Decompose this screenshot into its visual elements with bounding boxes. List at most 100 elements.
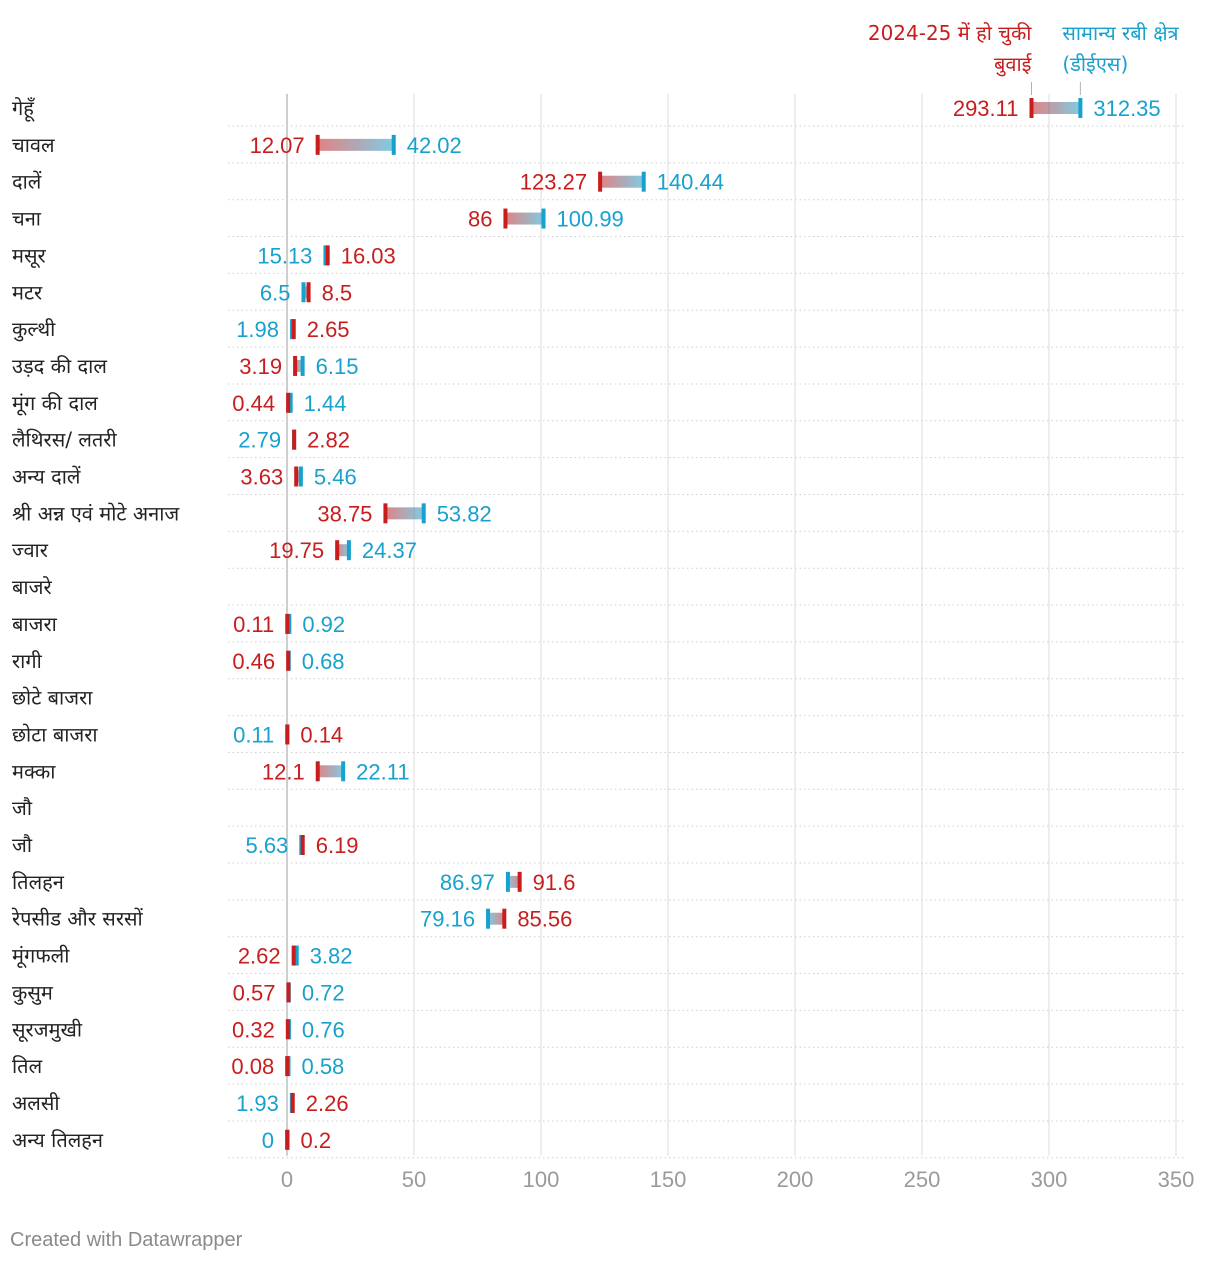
sown-value-label: 293.11: [953, 96, 1019, 121]
sown-value-label: 0.2: [301, 1128, 332, 1153]
data-row: तिलहन 86.97 91.6: [12, 870, 1186, 901]
normal-value-label: 53.82: [437, 501, 492, 526]
row-label: छोटा बाजरा: [12, 722, 98, 746]
sown-marker: [315, 134, 320, 155]
normal-value-label: 0.68: [302, 649, 345, 674]
x-tick-label: 150: [650, 1167, 687, 1192]
legend-sown-text: 2024-25 में हो चुकी: [868, 21, 1032, 46]
normal-value-label: 5.63: [245, 833, 288, 858]
row-label: ज्वार: [12, 538, 49, 562]
sown-value-label: 0.14: [300, 722, 343, 747]
sown-value-label: 0.08: [231, 1054, 274, 1079]
range-bar: [303, 286, 309, 299]
normal-value-label: 0.58: [301, 1054, 344, 1079]
normal-marker: [301, 282, 306, 303]
data-row: कुल्थी 1.98 2.65: [12, 317, 1186, 348]
sown-marker: [315, 761, 320, 782]
normal-value-label: 0.72: [302, 980, 345, 1005]
gridlines: [286, 94, 1177, 1156]
row-label: जौ: [12, 796, 33, 820]
row-label: उड़द की दाल: [12, 354, 107, 378]
row-label: जौ: [12, 833, 33, 857]
data-row: मसूर 15.13 16.03: [12, 243, 1186, 274]
range-bar: [488, 912, 505, 925]
normal-value-label: 100.99: [557, 207, 624, 232]
range-bar: [295, 359, 303, 372]
normal-value-label: 0.76: [302, 1017, 345, 1042]
normal-marker: [1078, 98, 1083, 118]
normal-value-label: 140.44: [657, 170, 724, 195]
normal-value-label: 1.98: [236, 317, 279, 342]
sown-value-label: 3.19: [239, 354, 282, 379]
row-label: कुसुम: [12, 980, 54, 1005]
normal-marker: [287, 613, 292, 634]
row-label: रागी: [12, 649, 43, 673]
data-row: मूंग की दाल 0.44 1.44: [12, 391, 1186, 422]
row-label: छोटे बाजरा: [12, 686, 93, 710]
row-label: अन्य दालें: [12, 465, 81, 489]
row-label: अन्य तिलहन: [12, 1128, 104, 1152]
normal-value-label: 6.15: [316, 354, 359, 379]
legend-normal-text: सामान्य रबी क्षेत्र: [1062, 21, 1179, 45]
x-axis-ticks: 0 50 100 150 200 250 300 350: [281, 1167, 1194, 1192]
x-tick-label: 350: [1158, 1167, 1195, 1192]
data-row: चना 86 100.99: [12, 207, 1186, 238]
legend: 2024-25 में हो चुकी बुवाई सामान्य रबी क्षे…: [868, 21, 1180, 95]
sown-marker: [517, 871, 522, 892]
sown-marker: [383, 503, 388, 524]
data-row: जौ 5.63 6.19: [12, 833, 1186, 864]
row-label: चना: [12, 207, 42, 231]
range-bar: [1031, 102, 1081, 114]
normal-value-label: 6.5: [260, 280, 291, 305]
row-label: तिलहन: [12, 870, 65, 894]
sown-marker: [503, 208, 508, 229]
data-row: बाजरा 0.11 0.92: [12, 612, 1186, 643]
sown-marker: [285, 1056, 290, 1077]
normal-value-label: 22.11: [356, 759, 409, 784]
sown-value-label: 0.44: [232, 391, 275, 416]
row-label: दालें: [12, 170, 42, 194]
data-row: बाजरे: [12, 575, 1186, 606]
sown-marker: [291, 945, 296, 966]
sown-marker: [285, 1129, 290, 1150]
normal-value-label: 42.02: [407, 133, 462, 158]
row-label: मूंग की दाल: [12, 391, 98, 416]
normal-marker: [421, 503, 426, 524]
row-label: अलसी: [12, 1091, 60, 1115]
normal-marker: [288, 392, 293, 413]
data-row: ज्वार 19.75 24.37: [12, 538, 1186, 569]
normal-marker: [294, 945, 299, 966]
range-bar: [337, 544, 349, 557]
row-label: तिल: [12, 1054, 43, 1078]
sown-value-label: 91.6: [533, 870, 576, 895]
data-row: रेपसीड और सरसों 79.16 85.56: [11, 907, 1186, 938]
data-row: अन्य तिलहन 0 0.2: [12, 1128, 1186, 1159]
sown-marker: [286, 650, 291, 671]
normal-value-label: 5.46: [314, 465, 357, 490]
data-row: लैथिरस/ लतरी 2.79 2.82: [12, 428, 1186, 459]
normal-marker: [298, 466, 303, 487]
sown-marker: [292, 429, 297, 450]
row-label: श्री अन्न एवं मोटे अनाज: [12, 501, 180, 525]
sown-value-label: 3.63: [240, 465, 283, 490]
range-bar: [600, 175, 644, 188]
normal-value-label: 24.37: [362, 538, 417, 563]
normal-value-label: 0.11: [233, 722, 274, 747]
normal-marker: [641, 171, 646, 192]
sown-value-label: 0.11: [233, 612, 274, 637]
data-row: अलसी 1.93 2.26: [12, 1091, 1186, 1122]
x-tick-label: 250: [904, 1167, 941, 1192]
row-label: गेहूँ: [12, 96, 35, 122]
plot-rows: गेहूँ 293.11 312.35 चावल 12.07 42.02 दालें 123.…: [11, 96, 1186, 1159]
sown-value-label: 2.82: [307, 428, 350, 453]
row-label: चावल: [12, 133, 55, 157]
range-bar: [317, 138, 394, 151]
sown-marker: [598, 171, 603, 192]
range-plot: गेहूँ 293.11 312.35 चावल 12.07 42.02 दालें 123.…: [11, 21, 1194, 1192]
sown-marker: [286, 982, 291, 1003]
normal-marker: [300, 355, 305, 376]
range-bar: [507, 875, 520, 888]
row-label: मक्का: [12, 759, 56, 783]
sown-marker: [291, 319, 296, 340]
range-bar: [317, 765, 344, 778]
